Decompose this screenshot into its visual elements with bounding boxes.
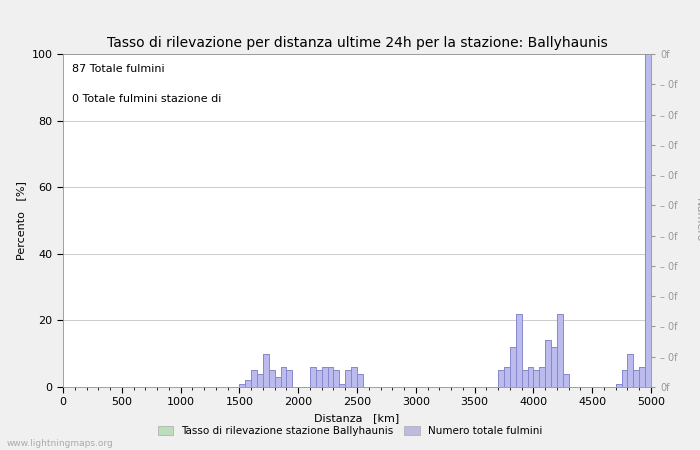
Legend: Tasso di rilevazione stazione Ballyhaunis, Numero totale fulmini: Tasso di rilevazione stazione Ballyhauni… <box>153 422 547 440</box>
Text: www.lightningmaps.org: www.lightningmaps.org <box>7 439 113 448</box>
X-axis label: Distanza   [km]: Distanza [km] <box>314 413 400 423</box>
Title: Tasso di rilevazione per distanza ultime 24h per la stazione: Ballyhaunis: Tasso di rilevazione per distanza ultime… <box>106 36 608 50</box>
Text: 0 Totale fulmini stazione di: 0 Totale fulmini stazione di <box>72 94 221 104</box>
Y-axis label: Percento   [%]: Percento [%] <box>16 181 26 260</box>
Y-axis label: Numero: Numero <box>694 198 700 243</box>
Text: 87 Totale fulmini: 87 Totale fulmini <box>72 64 164 74</box>
